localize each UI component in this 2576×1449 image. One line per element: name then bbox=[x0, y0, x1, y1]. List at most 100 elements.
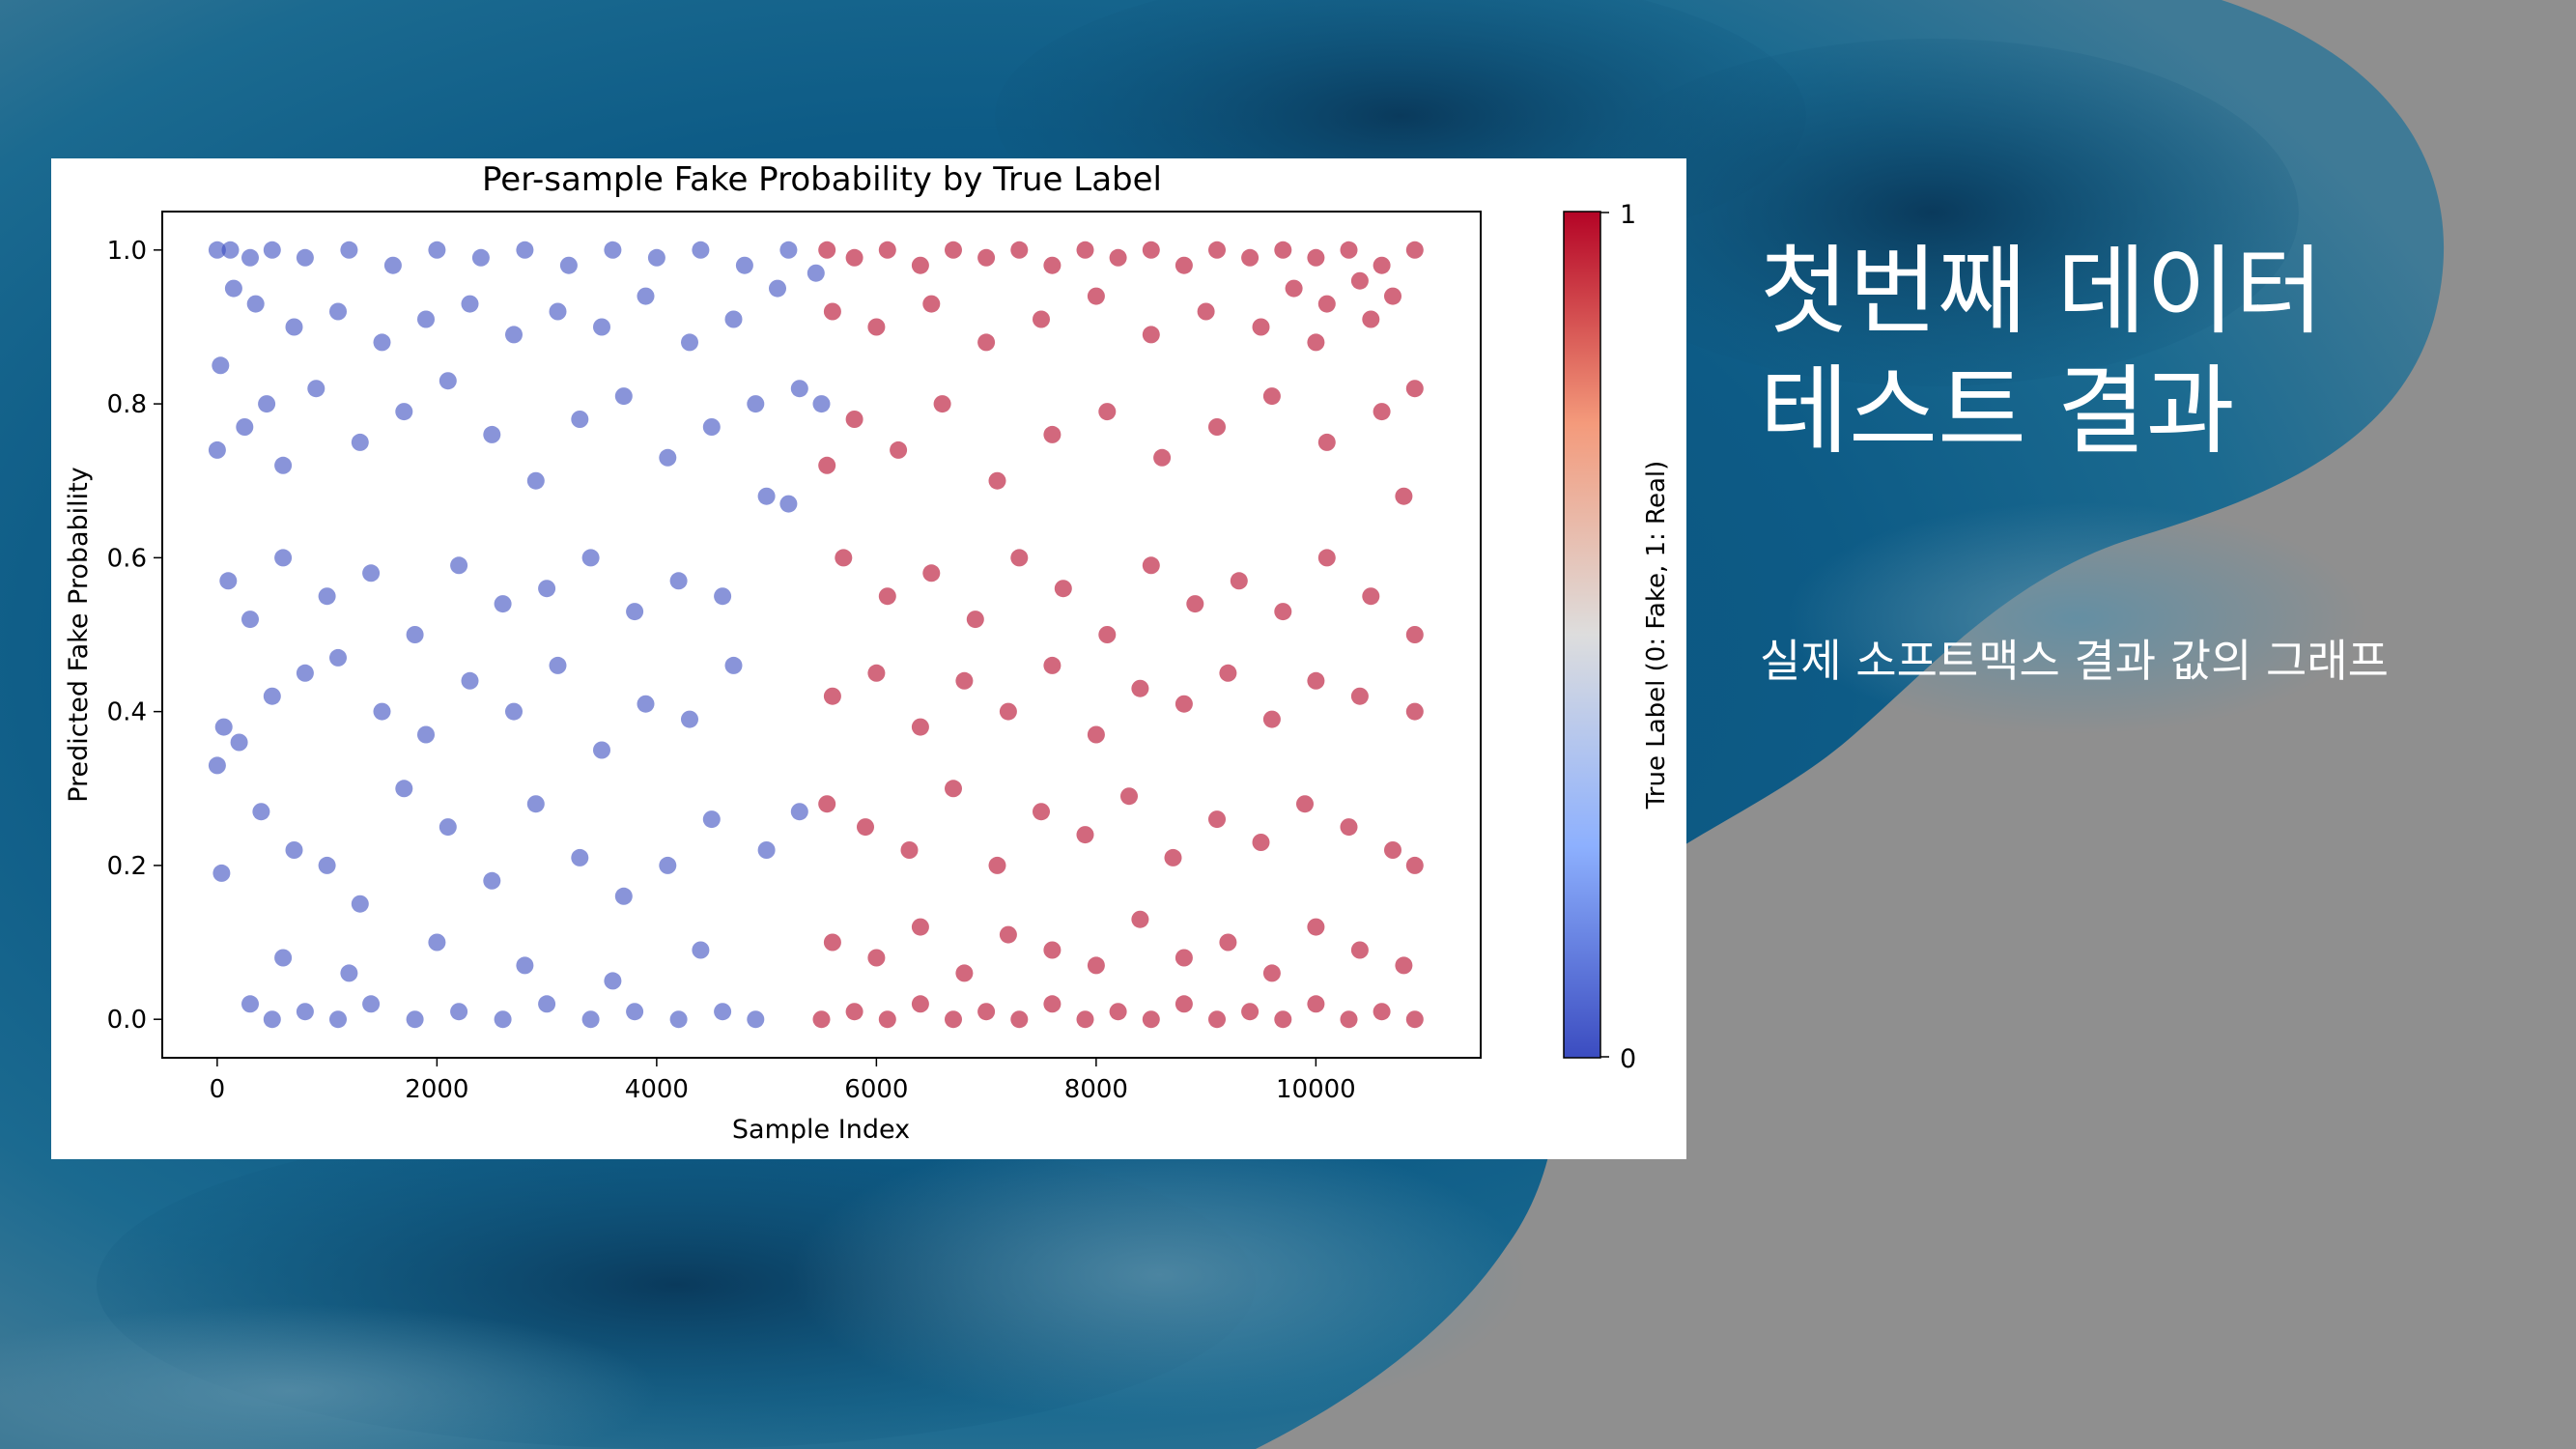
real-sample-point bbox=[1010, 549, 1029, 567]
real-sample-point bbox=[1098, 403, 1117, 421]
fake-sample-point bbox=[549, 302, 567, 321]
real-sample-point bbox=[818, 241, 836, 259]
real-sample-point bbox=[977, 1003, 996, 1021]
real-sample-point bbox=[818, 456, 836, 474]
colorbar-min-label: 0 bbox=[1620, 1044, 1636, 1074]
fake-sample-point bbox=[669, 1010, 688, 1029]
fake-sample-point bbox=[702, 810, 721, 829]
fake-sample-point bbox=[461, 671, 479, 690]
real-sample-point bbox=[900, 841, 919, 859]
real-sample-point bbox=[1043, 656, 1062, 674]
fake-sample-point bbox=[329, 302, 347, 321]
real-sample-point bbox=[1252, 834, 1270, 851]
real-sample-point bbox=[812, 1010, 831, 1029]
real-sample-point bbox=[911, 718, 929, 736]
real-sample-point bbox=[1076, 241, 1094, 259]
real-sample-point bbox=[1262, 710, 1281, 728]
real-sample-point bbox=[845, 411, 863, 428]
fake-sample-point bbox=[263, 687, 281, 705]
real-sample-point bbox=[1208, 810, 1226, 829]
fake-sample-point bbox=[208, 241, 226, 259]
fake-sample-point bbox=[593, 741, 610, 759]
real-sample-point bbox=[1043, 425, 1062, 443]
real-sample-point bbox=[845, 1003, 863, 1021]
fake-sample-point bbox=[224, 279, 242, 298]
real-sample-point bbox=[1274, 241, 1292, 259]
real-sample-point bbox=[835, 549, 853, 567]
real-sample-point bbox=[823, 933, 841, 952]
real-sample-point bbox=[1087, 956, 1105, 975]
real-sample-point bbox=[1373, 256, 1391, 274]
real-sample-point bbox=[1296, 795, 1314, 813]
real-sample-point bbox=[1405, 702, 1424, 721]
fake-sample-point bbox=[807, 264, 825, 282]
fake-sample-point bbox=[692, 241, 710, 259]
real-sample-point bbox=[1307, 918, 1325, 936]
fake-sample-point bbox=[252, 803, 270, 821]
real-sample-point bbox=[1307, 248, 1325, 267]
fake-sample-point bbox=[274, 949, 293, 967]
fake-sample-point bbox=[604, 241, 622, 259]
real-sample-point bbox=[1307, 671, 1325, 690]
real-sample-point bbox=[945, 780, 962, 798]
real-sample-point bbox=[1317, 549, 1336, 567]
fake-sample-point bbox=[296, 1003, 314, 1021]
real-sample-point bbox=[945, 1010, 962, 1029]
real-sample-point bbox=[1175, 949, 1193, 967]
real-sample-point bbox=[1120, 787, 1138, 806]
fake-sample-point bbox=[428, 933, 446, 952]
real-sample-point bbox=[1405, 241, 1424, 259]
fake-sample-point bbox=[516, 956, 534, 975]
fake-sample-point bbox=[241, 995, 259, 1013]
fake-sample-point bbox=[505, 702, 523, 721]
real-sample-point bbox=[922, 295, 941, 313]
real-sample-point bbox=[1219, 664, 1237, 682]
y-axis-ticks: 0.0 0.2 0.4 0.6 0.8 1.0 bbox=[107, 237, 162, 1035]
fake-sample-point bbox=[450, 556, 468, 575]
real-sample-point bbox=[1208, 418, 1226, 436]
fake-sample-point bbox=[214, 718, 233, 736]
real-sample-point bbox=[1384, 287, 1401, 305]
real-sample-point bbox=[1208, 1010, 1226, 1029]
fake-sample-point bbox=[263, 241, 281, 259]
fake-sample-point bbox=[681, 333, 698, 352]
real-sample-point bbox=[890, 440, 908, 459]
fake-sample-point bbox=[219, 572, 238, 590]
fake-sample-point bbox=[362, 995, 381, 1013]
real-sample-point bbox=[857, 818, 874, 837]
y-axis-label: Predicted Fake Probability bbox=[64, 467, 94, 803]
x-tick-label: 6000 bbox=[844, 1075, 908, 1104]
fake-sample-point bbox=[285, 841, 303, 859]
x-tick-label: 4000 bbox=[625, 1075, 689, 1104]
real-sample-point bbox=[1142, 556, 1160, 575]
x-axis-ticks: 0 2000 4000 6000 8000 10000 bbox=[210, 1058, 1356, 1104]
fake-sample-point bbox=[516, 241, 534, 259]
fake-sample-point bbox=[702, 418, 721, 436]
fake-sample-point bbox=[274, 549, 293, 567]
scatter-chart: Per-sample Fake Probability by True Labe… bbox=[64, 160, 1671, 1145]
x-tick-label: 2000 bbox=[405, 1075, 468, 1104]
slide-title: 첫번째 데이터 테스트 결과 bbox=[1760, 232, 2533, 471]
real-sample-point bbox=[1054, 580, 1072, 598]
colorbar-label: True Label (0: Fake, 1: Real) bbox=[1642, 461, 1671, 810]
fake-sample-point bbox=[559, 256, 578, 274]
fake-sample-point bbox=[812, 395, 831, 413]
fake-sample-point bbox=[790, 380, 808, 398]
real-sample-point bbox=[966, 611, 984, 629]
fake-sample-point bbox=[461, 295, 479, 313]
real-sample-point bbox=[1175, 695, 1193, 713]
real-sample-point bbox=[1043, 256, 1062, 274]
fake-sample-point bbox=[274, 456, 293, 474]
fake-sample-point bbox=[483, 425, 501, 443]
fake-sample-point bbox=[757, 487, 776, 505]
real-sample-point bbox=[1033, 310, 1050, 328]
colorbar bbox=[1563, 211, 1601, 1059]
fake-sample-point bbox=[692, 941, 710, 959]
fake-sample-point bbox=[212, 864, 231, 882]
x-tick-label: 0 bbox=[210, 1075, 226, 1104]
fake-sample-point bbox=[362, 564, 381, 582]
real-sample-point bbox=[1362, 587, 1380, 606]
chart-title: Per-sample Fake Probability by True Labe… bbox=[482, 160, 1162, 199]
fake-sample-point bbox=[208, 440, 226, 459]
fake-sample-point bbox=[241, 248, 259, 267]
